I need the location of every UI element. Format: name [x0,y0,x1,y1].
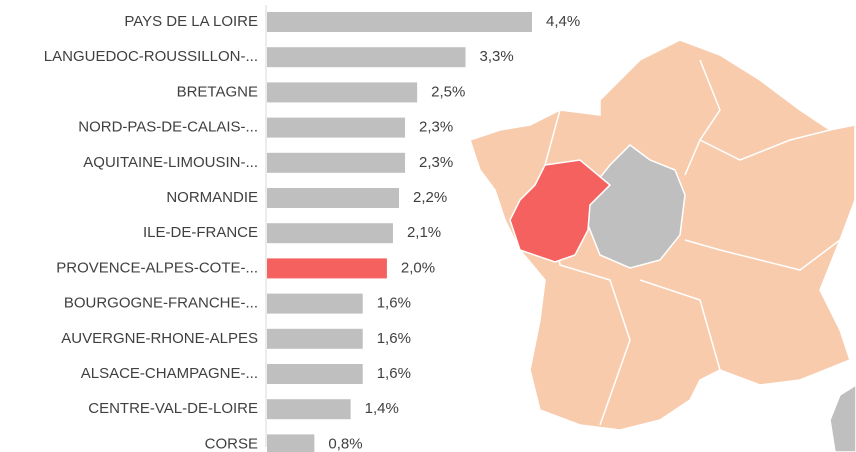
bar [267,152,406,173]
bar [267,258,387,279]
value-label: 4,4% [546,13,580,30]
value-label: 1,6% [377,365,411,382]
value-label: 2,3% [419,154,453,171]
bar [267,223,393,244]
category-label: CORSE [205,435,258,452]
category-label: BRETAGNE [177,83,258,100]
bar [267,328,363,349]
category-label: PAYS DE LA LOIRE [124,13,258,30]
value-label: 0,8% [328,435,362,452]
value-label: 1,6% [377,330,411,347]
value-label: 2,2% [413,189,447,206]
category-label: CENTRE-VAL-DE-LOIRE [88,400,258,417]
category-label: PROVENCE-ALPES-COTE-... [56,259,258,276]
map-borders [684,59,721,176]
value-label: 2,0% [401,259,435,276]
map [469,39,856,452]
category-label: ALSACE-CHAMPAGNE-... [81,365,258,382]
bar [267,82,418,103]
map-borders [684,239,841,271]
value-label: 2,3% [419,119,453,136]
value-label: 1,4% [365,400,399,417]
value-label: 3,3% [480,48,514,65]
bar [267,364,363,384]
category-label: NORD-PAS-DE-CALAIS-... [78,119,258,136]
bar [267,434,315,452]
bar [267,188,399,208]
map-borders [639,279,721,371]
value-label: 2,1% [407,224,441,241]
bar [267,12,532,32]
map-pays-de-la-loire [509,159,612,263]
value-label: 1,6% [377,295,411,312]
value-label: 2,5% [431,83,465,100]
map-borders [699,129,831,161]
category-label: LANGUEDOC-ROUSSILLON-... [44,48,258,65]
category-label: AQUITAINE-LIMOUSIN-... [83,154,258,171]
category-label: AUVERGNE-RHONE-ALPES [61,330,258,347]
bar [267,399,351,420]
category-label: BOURGOGNE-FRANCHE-... [64,295,258,312]
category-label: ILE-DE-FRANCE [143,224,258,241]
bar [267,47,466,68]
bar [267,293,363,314]
category-label: NORMANDIE [166,189,258,206]
bar [267,117,406,138]
map-centre [587,144,686,269]
map-borders [544,109,631,426]
map-corse [829,384,856,452]
